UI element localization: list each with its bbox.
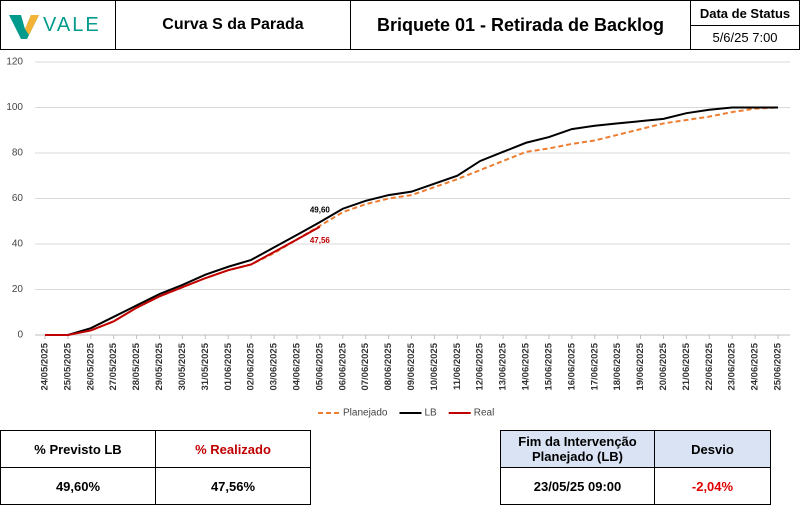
x-tick-label: 22/06/2025 bbox=[704, 342, 715, 390]
x-tick-label: 20/06/2025 bbox=[658, 342, 669, 390]
chart: 0 20 40 60 80 100 120 24/05/2025 25/05/2025 26/05… bbox=[6, 57, 790, 419]
x-tick-label: 17/06/2025 bbox=[589, 342, 600, 390]
x-tick-label: 16/06/2025 bbox=[566, 342, 577, 390]
y-tick-label: 120 bbox=[6, 57, 23, 68]
x-tick-label: 18/06/2025 bbox=[612, 342, 623, 390]
x-tick-label: 21/06/2025 bbox=[681, 342, 692, 390]
legend-label: Real bbox=[474, 408, 495, 419]
x-tick-label: 26/05/2025 bbox=[85, 342, 96, 390]
x-tick-label: 28/05/2025 bbox=[131, 342, 142, 390]
x-tick-label: 30/05/2025 bbox=[177, 342, 188, 390]
data-label: 47,56 bbox=[310, 236, 331, 245]
x-tick-label: 15/06/2025 bbox=[543, 342, 554, 390]
summary-header: % Previsto LB bbox=[0, 430, 156, 468]
series-line bbox=[45, 225, 321, 336]
x-tick-label: 10/06/2025 bbox=[429, 342, 440, 390]
x-tick-label: 24/05/2025 bbox=[40, 342, 51, 390]
x-tick-label: 14/06/2025 bbox=[521, 342, 532, 390]
y-tick-label: 0 bbox=[17, 330, 23, 341]
x-tick-label: 31/05/2025 bbox=[200, 342, 211, 390]
deadline-header: Desvio bbox=[654, 430, 771, 468]
y-tick-label: 100 bbox=[6, 102, 23, 113]
x-tick-label: 27/05/2025 bbox=[108, 342, 119, 390]
x-tick-label: 05/06/2025 bbox=[314, 342, 325, 390]
logo-icon bbox=[9, 15, 39, 39]
y-tick-label: 20 bbox=[12, 284, 24, 295]
x-tick-label: 25/06/2025 bbox=[773, 342, 784, 390]
data-label: 49,60 bbox=[310, 205, 331, 214]
legend-label: LB bbox=[424, 408, 437, 419]
deadline-value: -2,04% bbox=[654, 467, 771, 505]
x-tick-label: 06/06/2025 bbox=[337, 342, 348, 390]
y-tick-label: 60 bbox=[12, 193, 24, 204]
x-tick-label: 23/06/2025 bbox=[727, 342, 738, 390]
summary-value: 47,56% bbox=[155, 467, 311, 505]
summary-header: % Realizado bbox=[155, 430, 311, 468]
x-tick-label: 08/06/2025 bbox=[383, 342, 394, 390]
logo-box: VALE bbox=[0, 0, 116, 50]
legend-label: Planejado bbox=[343, 408, 388, 419]
x-tick-label: 03/06/2025 bbox=[269, 342, 280, 390]
x-tick-label: 09/06/2025 bbox=[406, 342, 417, 390]
x-tick-label: 29/05/2025 bbox=[154, 342, 165, 390]
x-tick-label: 04/06/2025 bbox=[291, 342, 302, 390]
summary-value: 49,60% bbox=[0, 467, 156, 505]
x-tick-label: 12/06/2025 bbox=[475, 342, 486, 390]
y-tick-label: 80 bbox=[12, 148, 24, 159]
x-tick-label: 24/06/2025 bbox=[750, 342, 761, 390]
x-tick-label: 25/05/2025 bbox=[62, 342, 73, 390]
x-tick-label: 02/06/2025 bbox=[246, 342, 257, 390]
deadline-value: 23/05/25 09:00 bbox=[500, 467, 655, 505]
x-tick-label: 07/06/2025 bbox=[360, 342, 371, 390]
y-tick-label: 40 bbox=[12, 239, 24, 250]
x-tick-label: 01/06/2025 bbox=[223, 342, 234, 390]
logo-text: VALE bbox=[43, 13, 101, 36]
series-line bbox=[45, 106, 779, 336]
series-line bbox=[45, 106, 778, 336]
x-tick-label: 13/06/2025 bbox=[498, 342, 509, 390]
x-tick-label: 11/06/2025 bbox=[452, 342, 463, 390]
deadline-header: Fim da Intervenção Planejado (LB) bbox=[500, 430, 655, 468]
x-tick-label: 19/06/2025 bbox=[635, 342, 646, 390]
